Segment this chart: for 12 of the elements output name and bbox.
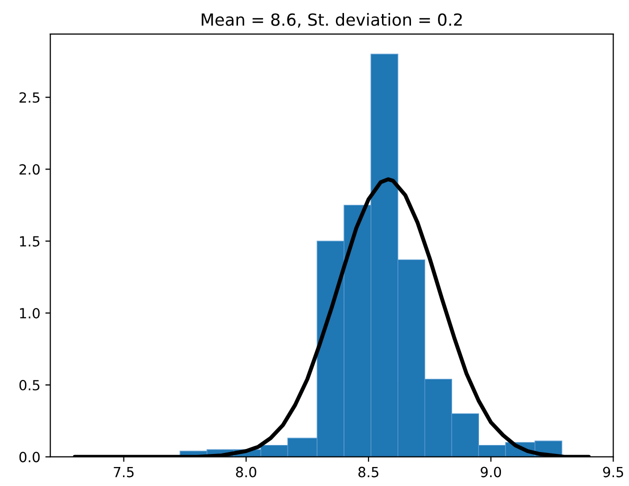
y-tick-label: 2.5 [20, 92, 40, 103]
x-tick-label: 8.0 [236, 466, 256, 478]
y-tick-label: 0.0 [19, 452, 40, 462]
y-tick-label: 2.0 [20, 164, 40, 175]
x-tick-label: 7.5 [114, 466, 134, 478]
chart-title: Mean = 8.6, St. deviation = 0.2 [202, 13, 462, 28]
x-tick-label: 9.0 [480, 466, 502, 478]
y-tick-label: 0.5 [19, 380, 40, 390]
x-tick-label: 9.5 [603, 466, 624, 478]
x-tick-label: 8.5 [358, 466, 378, 478]
y-tick-label: 1.5 [20, 236, 40, 247]
y-tick-label: 1.0 [20, 308, 40, 318]
